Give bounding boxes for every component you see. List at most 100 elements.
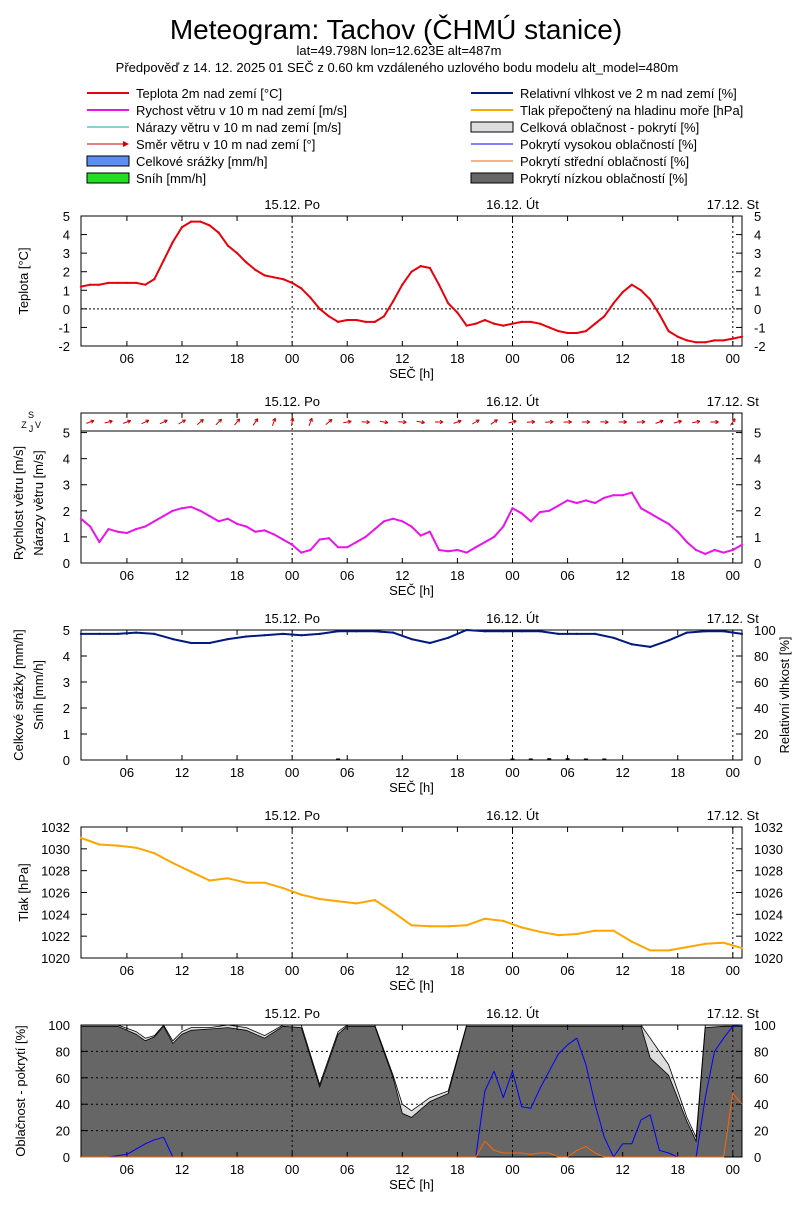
pressure-point-17 — [392, 911, 394, 913]
legend-right-2-swatch — [471, 122, 513, 132]
humidity-point-11 — [282, 633, 284, 635]
pressure-point-15 — [355, 902, 357, 904]
wind-direction-arrow-31 — [656, 420, 664, 423]
prec-xtick-label-6: 18 — [450, 765, 464, 780]
wind-direction-arrow-10 — [272, 418, 275, 426]
humidity-point-2 — [117, 633, 119, 635]
humidity-point-19 — [429, 642, 431, 644]
temperature-point-69 — [713, 339, 715, 341]
temp-ytick-label-0: 5 — [63, 209, 70, 224]
prec-xtick-label-5: 12 — [395, 765, 409, 780]
pressure-point-23 — [502, 920, 504, 922]
snow-ylabel: Sníh [mm/h] — [31, 660, 46, 730]
legend-left-4-label: Celkové srážky [mm/h] — [136, 154, 267, 169]
temperature-point-5 — [126, 282, 128, 284]
wind-direction-arrow-7 — [216, 419, 222, 425]
prec-xtick-label-9: 12 — [615, 765, 629, 780]
wind-speed-point-50 — [539, 511, 541, 513]
temperature-point-15 — [218, 232, 220, 234]
temperature-point-1 — [89, 284, 91, 286]
temperature-point-59 — [622, 291, 624, 293]
humidity-ylabel: Relativní vlhkost [%] — [777, 636, 792, 753]
wind-ytick-label-r-5: 0 — [754, 556, 761, 571]
legend-left-2-label: Nárazy větru v 10 m nad zemí [m/s] — [136, 120, 341, 135]
temp-xtick-label-9: 12 — [615, 351, 629, 366]
temp-ylabel: Teplota [°C] — [16, 247, 31, 314]
temperature-point-22 — [282, 278, 284, 280]
temp-ytick-label-r-7: -2 — [754, 339, 766, 354]
legend-right-5-swatch — [471, 173, 513, 183]
legend: Teplota 2m nad zemí [°C]Rychost větru v … — [87, 86, 743, 186]
temperature-point-9 — [163, 260, 165, 262]
wind-direction-arrow-14 — [343, 420, 351, 423]
pressure-point-13 — [319, 898, 321, 900]
humidity-point-1 — [98, 633, 100, 635]
wind-direction-arrow-6 — [197, 419, 203, 424]
temperature-point-38 — [429, 267, 431, 269]
wind-direction-arrow-23 — [509, 420, 517, 423]
wind-speed-point-45 — [493, 536, 495, 538]
pressure-ylabel: Tlak [hPa] — [16, 863, 31, 922]
temp-xtick-label-5: 12 — [395, 351, 409, 366]
temperature-point-45 — [493, 323, 495, 325]
wind-speed-point-26 — [319, 538, 321, 540]
wind-day-label-0: 15.12. Po — [264, 394, 320, 409]
pres-ytick-label-r-6: 1020 — [754, 951, 783, 966]
wind-direction-arrow-33 — [692, 420, 700, 423]
prec-xtick-label-8: 06 — [560, 765, 574, 780]
temp-day-label-1: 16.12. Út — [486, 197, 539, 212]
wind-speed-point-55 — [585, 499, 587, 501]
pressure-point-34 — [704, 943, 706, 945]
temp-ytick-label-7: -2 — [58, 339, 70, 354]
wind-speed-point-36 — [410, 525, 412, 527]
wind-xtick-label-3: 00 — [285, 568, 299, 583]
temperature-point-62 — [649, 299, 651, 301]
wind-speed-point-24 — [300, 552, 302, 554]
temp-ytick-label-r-3: 2 — [754, 265, 761, 280]
legend-right-5-label: Pokrytí nízkou oblačností [%] — [520, 171, 688, 186]
pressure-point-26 — [557, 934, 559, 936]
pres-xtick-label-1: 12 — [175, 963, 189, 978]
pressure-point-20 — [447, 925, 449, 927]
pres-ytick-label-r-4: 1024 — [754, 907, 783, 922]
wind-speed-point-51 — [548, 510, 550, 512]
wind-speed-point-47 — [511, 507, 513, 509]
wind-speed-point-46 — [502, 525, 504, 527]
pressure-point-33 — [686, 946, 688, 948]
wind-direction-arrow-18 — [417, 421, 425, 424]
wind-speed-point-38 — [429, 531, 431, 533]
prec-frame — [81, 630, 742, 760]
cloud-ytick-label-r-2: 60 — [754, 1071, 768, 1086]
temperature-point-66 — [686, 339, 688, 341]
wind-speed-point-57 — [603, 497, 605, 499]
wind-speed-point-48 — [521, 512, 523, 514]
humidity-point-26 — [557, 633, 559, 635]
humidity-ytick-label-5: 0 — [754, 753, 761, 768]
temperature-point-18 — [245, 261, 247, 263]
pressure-point-25 — [539, 931, 541, 933]
wind-speed-point-44 — [484, 541, 486, 543]
wind-direction-arrow-28 — [600, 420, 608, 423]
wind-speed-point-43 — [475, 546, 477, 548]
wind-speed-point-68 — [704, 553, 706, 555]
temperature-point-71 — [732, 338, 734, 340]
temp-ytick-label-4: 1 — [63, 283, 70, 298]
wind-speed-point-61 — [640, 507, 642, 509]
temperature-point-37 — [420, 265, 422, 267]
temperature-point-29 — [346, 319, 348, 321]
legend-left-1-label: Rychost větru v 10 m nad zemí [m/s] — [136, 103, 347, 118]
pres-ytick-label-r-5: 1022 — [754, 929, 783, 944]
prec-xtick-label-4: 06 — [340, 765, 354, 780]
cloud-ytick-label-r-4: 20 — [754, 1124, 768, 1139]
wind-speed-point-60 — [631, 492, 633, 494]
cloud-day-label-1: 16.12. Út — [486, 1006, 539, 1021]
wind-frame — [81, 413, 742, 563]
temperature-point-56 — [594, 323, 596, 325]
wind-speed-point-63 — [658, 518, 660, 520]
temperature-point-21 — [273, 276, 275, 278]
cloud-xtick-label-1: 12 — [175, 1162, 189, 1177]
wind-speed-point-56 — [594, 502, 596, 504]
wind-ytick-label-1: 4 — [63, 452, 70, 467]
wind-direction-arrow-27 — [582, 420, 590, 423]
